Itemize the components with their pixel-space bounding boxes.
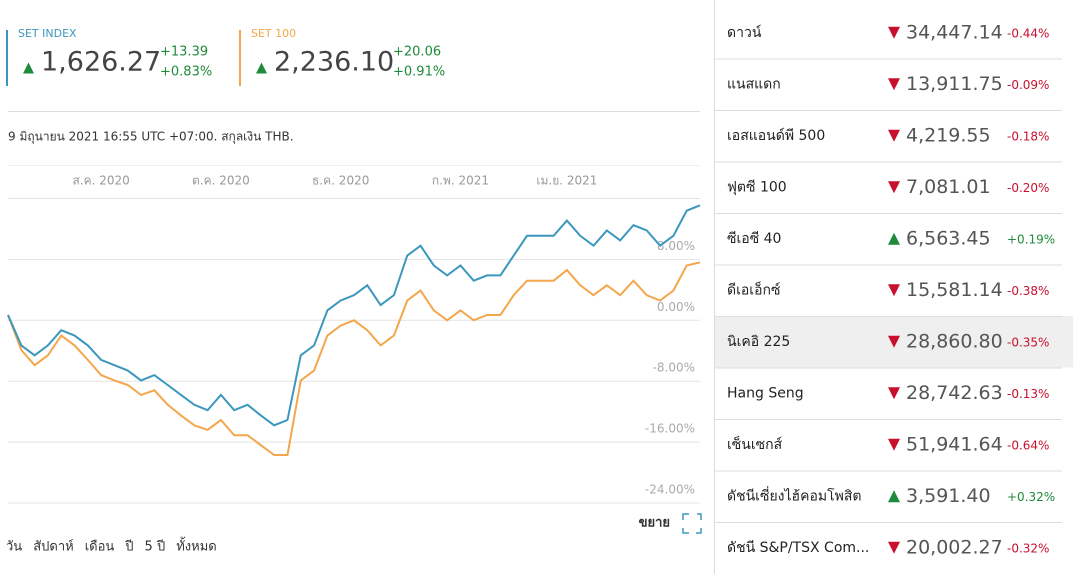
arrow-icon (888, 490, 900, 503)
market-name: ดาวน์ (727, 24, 762, 41)
market-name: ดัชนีเซี่ยงไฮ้คอมโพสิต (727, 486, 861, 504)
market-value: 51,941.64 (906, 433, 1003, 455)
index-change: +13.39 (160, 45, 208, 60)
index-change-pct: +0.91% (393, 65, 445, 80)
market-name: ซีเอซี 40 (727, 231, 781, 247)
market-value: 3,591.40 (906, 485, 991, 507)
index-value: 2,236.10 (274, 47, 394, 78)
market-change: +0.32% (1007, 490, 1055, 504)
market-name: ดัชนี S&P/TSX Com... (727, 540, 869, 556)
arrow-icon (888, 232, 900, 245)
range-button[interactable]: เดือน (85, 539, 115, 555)
x-tick-label: ก.พ. 2021 (432, 174, 489, 188)
arrow-icon (888, 129, 900, 142)
arrow-icon (888, 335, 900, 348)
market-change: -0.20% (1007, 181, 1049, 195)
market-value: 34,447.14 (906, 21, 1003, 43)
range-button[interactable]: ทั้งหมด (176, 537, 217, 555)
market-value: 6,563.45 (906, 227, 991, 249)
arrow-icon (888, 387, 900, 400)
market-value: 28,860.80 (906, 330, 1003, 352)
expand-button[interactable]: ขยาย (639, 516, 670, 531)
market-change: -0.44% (1007, 26, 1049, 40)
market-value: 20,002.27 (906, 536, 1003, 558)
market-name: เอสแอนด์พี 500 (727, 127, 825, 144)
y-tick-label: 8.00% (657, 239, 695, 253)
market-name: นิเคอิ 225 (727, 334, 790, 350)
market-change: -0.09% (1007, 78, 1049, 92)
arrow-icon (888, 26, 900, 39)
index-value: 1,626.27 (41, 47, 161, 78)
index-change-pct: +0.83% (160, 65, 212, 80)
range-button[interactable]: 5 ปี (145, 539, 166, 555)
market-change: -0.35% (1007, 335, 1049, 349)
series-line (7, 204, 701, 427)
range-button[interactable]: สัปดาห์ (33, 539, 74, 555)
y-tick-label: -24.00% (645, 483, 695, 497)
range-button[interactable]: วัน (6, 540, 22, 555)
index-change: +20.06 (393, 45, 441, 60)
range-button[interactable]: ปี (124, 539, 133, 555)
x-tick-label: ต.ค. 2020 (192, 174, 250, 188)
market-name: ดีเอเอ็กซ์ (727, 280, 780, 298)
series-line (7, 261, 701, 457)
market-change: -0.32% (1007, 541, 1049, 555)
market-name: Hang Seng (727, 385, 804, 401)
market-change: -0.38% (1007, 284, 1049, 298)
market-change: +0.19% (1007, 232, 1055, 246)
market-value: 28,742.63 (906, 382, 1003, 404)
arrow-icon (888, 181, 900, 194)
expand-icon[interactable] (682, 513, 702, 534)
arrow-icon (888, 78, 900, 91)
index-name: SET 100 (251, 27, 296, 40)
index-name: SET INDEX (18, 27, 77, 40)
arrow-icon (23, 62, 34, 74)
x-tick-label: ส.ค. 2020 (72, 174, 129, 188)
market-name: แนสแดก (727, 76, 781, 92)
x-tick-label: เม.ย. 2021 (536, 174, 597, 188)
arrow-icon (888, 284, 900, 297)
arrow-icon (888, 541, 900, 554)
market-change: -0.64% (1007, 438, 1049, 452)
market-name: เซ็นเซกส์ (727, 435, 783, 453)
y-tick-label: -16.00% (645, 422, 695, 436)
market-name: ฟุตซี 100 (727, 179, 787, 195)
market-value: 7,081.01 (906, 176, 991, 198)
market-change: -0.18% (1007, 129, 1049, 143)
arrow-icon (888, 438, 900, 451)
arrow-icon (256, 62, 267, 74)
market-value: 4,219.55 (906, 124, 991, 146)
x-tick-label: ธ.ค. 2020 (312, 174, 369, 188)
y-tick-label: 0.00% (657, 300, 695, 314)
y-tick-label: -8.00% (653, 361, 695, 375)
market-value: 13,911.75 (906, 73, 1003, 95)
market-change: -0.13% (1007, 387, 1049, 401)
market-value: 15,581.14 (906, 279, 1003, 301)
timestamp: 9 มิถุนายน 2021 16:55 UTC +07:00. สกุลเง… (8, 130, 294, 145)
